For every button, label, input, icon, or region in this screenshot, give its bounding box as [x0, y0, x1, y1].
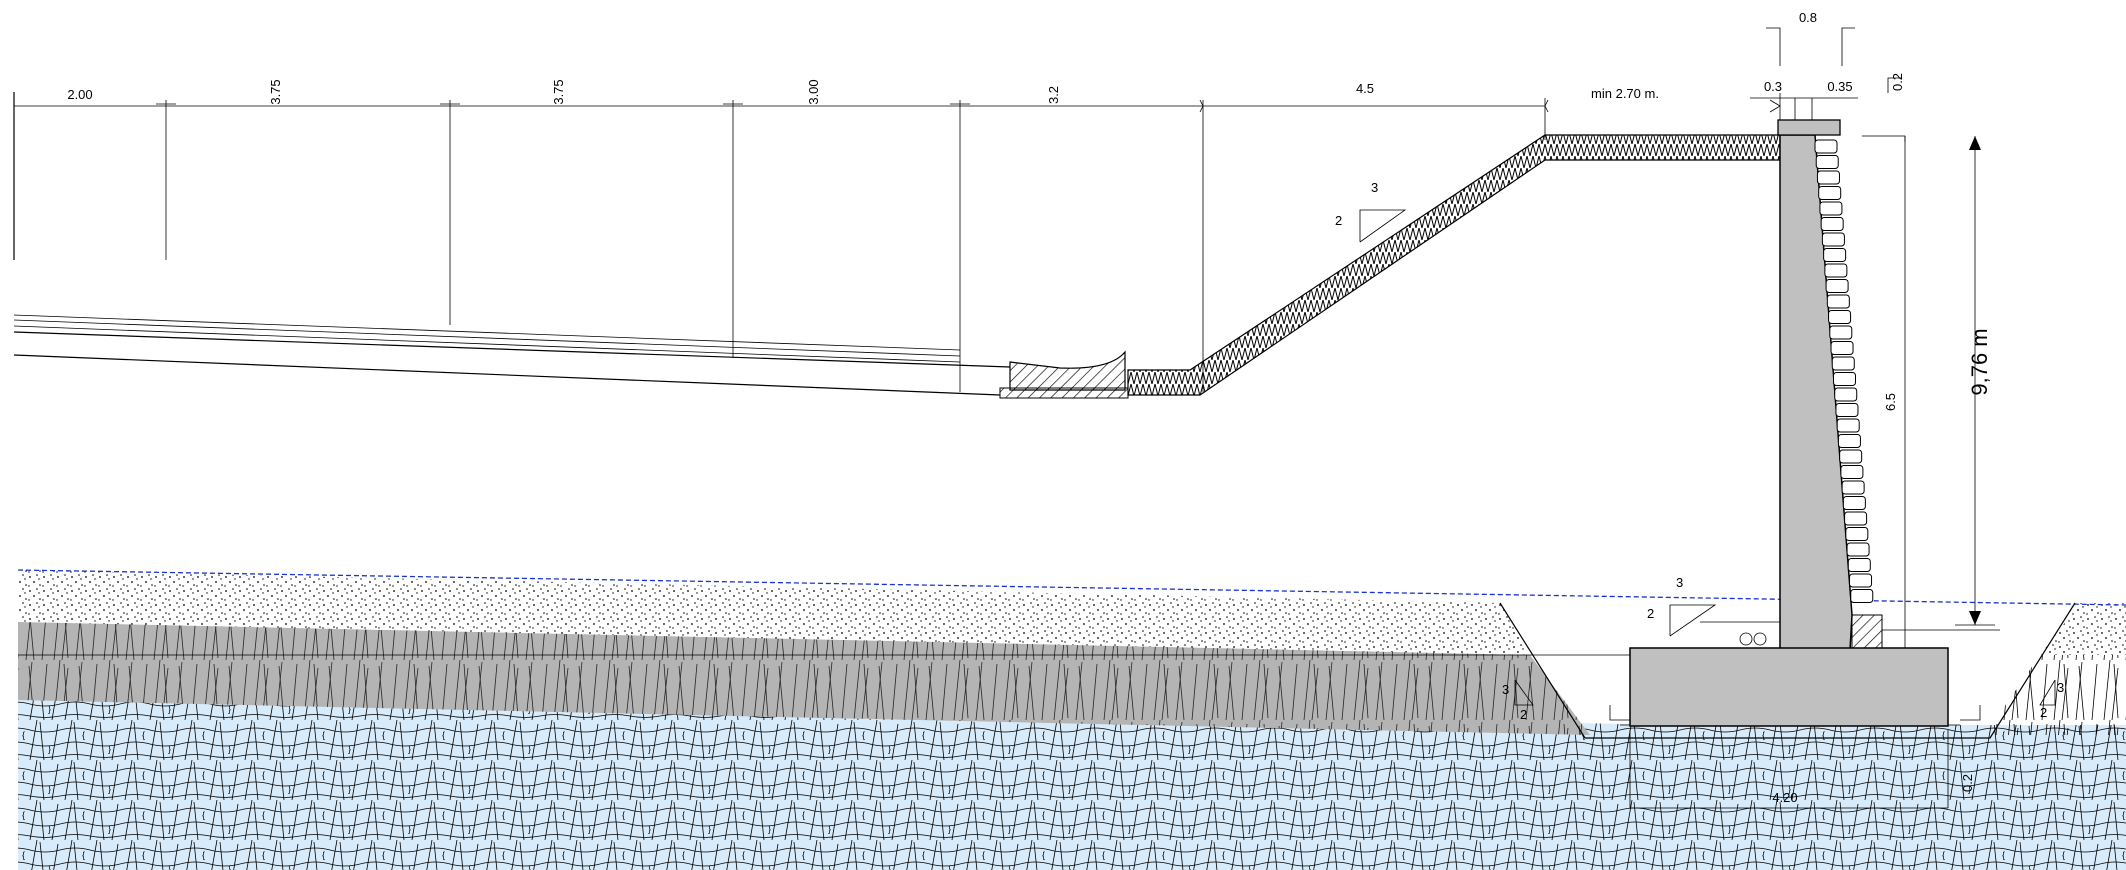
dim-wall-left: 0.3 — [1764, 79, 1782, 94]
road-pavement — [13, 314, 1011, 396]
dim-slope-width: 4.5 — [1356, 81, 1374, 96]
wall-cap — [1777, 119, 1841, 136]
facing-stone — [1841, 480, 1865, 495]
svg-text:3: 3 — [1371, 180, 1378, 195]
facing-stone — [1816, 170, 1840, 185]
facing-stone — [1815, 155, 1839, 169]
drain-pipe — [1739, 632, 1753, 646]
trench-left-slope-marker: 3 2 — [1502, 679, 1534, 722]
dim-footing-width: 4.20 — [1772, 790, 1797, 805]
dim-lane3: 3.75 — [551, 79, 566, 104]
svg-text:3: 3 — [1676, 575, 1683, 590]
dim-wall-height: 6.5 — [1883, 393, 1898, 411]
soil-grass-texture — [18, 622, 1590, 735]
height-dimension — [1882, 136, 2000, 648]
embankment-slope-marker: 3 2 — [1335, 180, 1407, 243]
trench-right-soil — [1985, 655, 2126, 735]
facing-stone — [1845, 527, 1869, 541]
facing-stone — [1818, 186, 1842, 200]
facing-stone — [1836, 418, 1860, 433]
facing-stone — [1831, 356, 1855, 371]
wall-stone-facing — [1814, 139, 1874, 603]
facing-stone — [1824, 263, 1848, 278]
wall-drain-hatch — [1851, 614, 1883, 649]
facing-stone — [1849, 573, 1873, 588]
rock-layer-right — [1540, 725, 2126, 870]
svg-text:2: 2 — [2040, 705, 2047, 720]
top-dimension-chain — [13, 92, 1546, 392]
facing-stone — [1823, 248, 1847, 262]
dim-total-height: 9,76 m — [1967, 328, 1992, 395]
facing-stone — [1839, 449, 1863, 464]
svg-text:2: 2 — [1647, 606, 1654, 621]
drain-pipe — [1753, 632, 1767, 646]
facing-stone — [1826, 294, 1850, 309]
facing-stone — [1820, 217, 1844, 231]
trench-outline — [1499, 602, 2076, 739]
facing-stone — [1828, 310, 1852, 324]
facing-stone — [1844, 511, 1868, 526]
facing-stone — [1850, 589, 1874, 603]
gravel-layer — [18, 570, 1530, 655]
facing-stone — [1833, 372, 1856, 386]
svg-text:3: 3 — [2057, 680, 2064, 695]
facing-stone — [1837, 434, 1861, 448]
dim-wall-right: 0.35 — [1827, 79, 1852, 94]
facing-stone — [1814, 139, 1838, 154]
facing-stone — [1819, 201, 1843, 216]
facing-stone — [1835, 403, 1859, 417]
facing-stone — [1829, 325, 1853, 340]
dim-wall-top: 0.8 — [1799, 10, 1817, 25]
facing-stone — [1842, 496, 1866, 510]
footing-dimension — [1609, 705, 1981, 809]
trench-right-slope-marker: 3 2 — [2039, 679, 2064, 720]
dim-lane2: 3.75 — [268, 79, 283, 104]
facing-stone — [1847, 558, 1871, 572]
embankment-slope-protection — [1127, 134, 1781, 396]
water-table-line — [17, 569, 2126, 606]
svg-text:3: 3 — [1502, 682, 1509, 697]
facing-stone — [1830, 341, 1854, 355]
facing-stone — [1834, 387, 1858, 402]
dim-berm: min 2.70 m. — [1591, 86, 1659, 101]
backfill-slope-marker: 3 2 — [1647, 575, 1717, 637]
facing-stone — [1825, 279, 1849, 293]
dim-lane4: 3.00 — [806, 79, 821, 104]
rock-layer — [18, 700, 1700, 870]
gravel-layer-right — [2040, 603, 2126, 655]
svg-text:2: 2 — [1520, 707, 1527, 722]
facing-stone — [1840, 465, 1864, 479]
curb-base — [999, 387, 1129, 399]
dim-cap: 0.2 — [1890, 73, 1905, 91]
svg-text:2: 2 — [1335, 213, 1342, 228]
curb — [1009, 350, 1126, 391]
facing-stone — [1846, 542, 1870, 557]
dim-lane5: 3.2 — [1046, 86, 1061, 104]
dim-lane1: 2.00 — [67, 87, 92, 102]
wall-footing — [1629, 647, 1949, 727]
dim-footing-thickness: 0.2 — [1960, 774, 1975, 792]
facing-stone — [1821, 232, 1845, 247]
